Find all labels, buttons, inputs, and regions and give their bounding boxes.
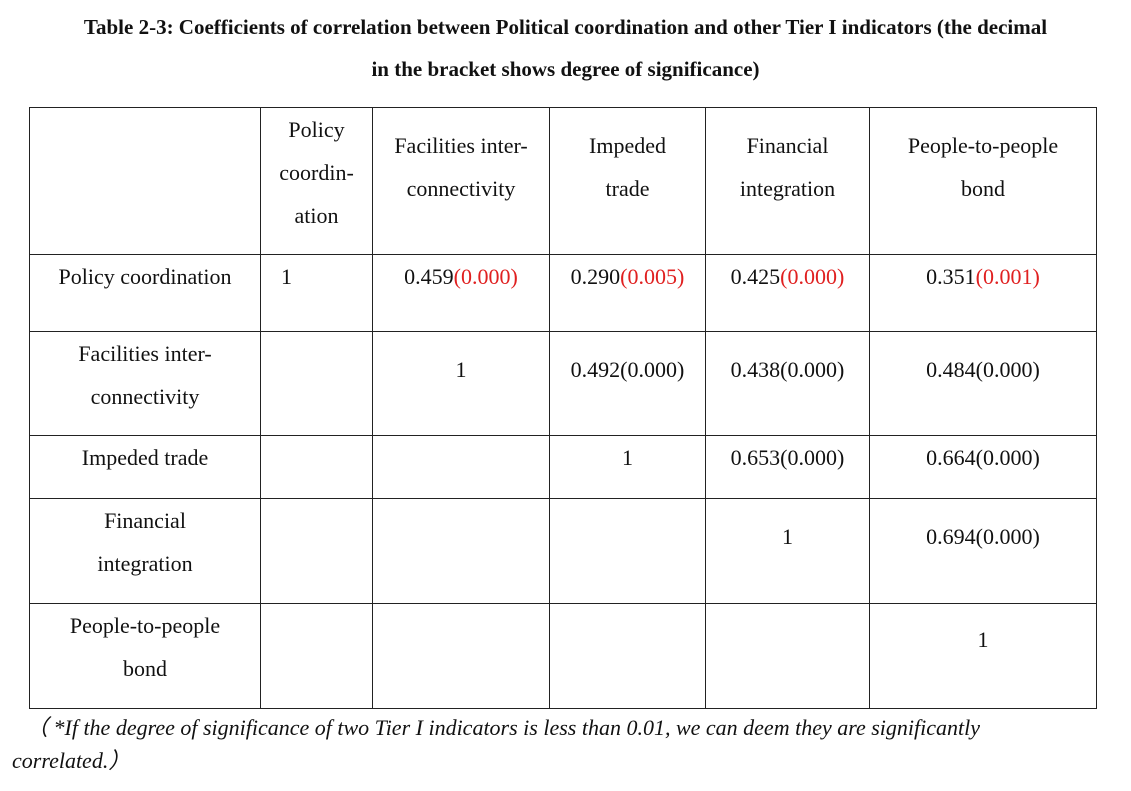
empty-cell [372, 498, 550, 604]
significance-value: (0.000) [453, 264, 518, 289]
value-cell: 0.484(0.000) [869, 331, 1097, 436]
value-cell: 0.351(0.001) [869, 254, 1097, 332]
header-row: Policy coordin- ation Facilities inter- … [29, 107, 1097, 255]
correlation-table: Policy coordin- ation Facilities inter- … [29, 107, 1097, 709]
table-caption: Table 2-3: Coefficients of correlation b… [0, 6, 1131, 90]
empty-cell [260, 603, 373, 709]
value-cell: 1 [869, 603, 1097, 709]
value-cell: 0.664(0.000) [869, 435, 1097, 499]
table-row: Facilities inter- connectivity 1 0.492(0… [29, 331, 1097, 436]
significance-value: (0.005) [620, 264, 685, 289]
header-impeded-trade: Impeded trade [549, 107, 706, 255]
header-policy-coordination: Policy coordin- ation [260, 107, 373, 255]
value-cell: 1 [549, 435, 706, 499]
significance-value: (0.000) [780, 264, 845, 289]
value-cell: 0.694(0.000) [869, 498, 1097, 604]
significance-value: (0.001) [975, 264, 1040, 289]
row-label-facilities-interconnectivity: Facilities inter- connectivity [29, 331, 261, 436]
empty-cell [372, 603, 550, 709]
note-line-2: correlated.） [12, 748, 131, 773]
significance-note: （ *If the degree of significance of two … [12, 711, 1122, 777]
value-cell: 0.492(0.000) [549, 331, 706, 436]
value-cell: 1 [260, 254, 373, 332]
header-financial-integration: Financial integration [705, 107, 870, 255]
value-cell: 0.653(0.000) [705, 435, 870, 499]
header-facilities-interconnectivity: Facilities inter- connectivity [372, 107, 550, 255]
empty-cell [260, 331, 373, 436]
value-cell: 0.459(0.000) [372, 254, 550, 332]
caption-line-2: in the bracket shows degree of significa… [371, 57, 760, 81]
note-line-1: （ *If the degree of significance of two … [26, 715, 981, 740]
row-label-people-to-people-bond: People-to-people bond [29, 603, 261, 709]
table-row: Impeded trade 1 0.653(0.000) 0.664(0.000… [29, 435, 1097, 499]
empty-cell [260, 435, 373, 499]
row-label-financial-integration: Financial integration [29, 498, 261, 604]
header-corner-cell [29, 107, 261, 255]
table-row: Financial integration 1 0.694(0.000) [29, 498, 1097, 604]
empty-cell [705, 603, 870, 709]
table-row: Policy coordination 1 0.459(0.000) 0.290… [29, 254, 1097, 332]
row-label-policy-coordination: Policy coordination [29, 254, 261, 332]
value-cell: 1 [705, 498, 870, 604]
table-row: People-to-people bond 1 [29, 603, 1097, 709]
value-cell: 0.290(0.005) [549, 254, 706, 332]
row-label-impeded-trade: Impeded trade [29, 435, 261, 499]
header-people-to-people-bond: People-to-people bond [869, 107, 1097, 255]
value-cell: 0.425(0.000) [705, 254, 870, 332]
empty-cell [549, 603, 706, 709]
empty-cell [549, 498, 706, 604]
empty-cell [260, 498, 373, 604]
value-cell: 1 [372, 331, 550, 436]
value-cell: 0.438(0.000) [705, 331, 870, 436]
caption-line-1: Table 2-3: Coefficients of correlation b… [83, 15, 1048, 39]
empty-cell [372, 435, 550, 499]
